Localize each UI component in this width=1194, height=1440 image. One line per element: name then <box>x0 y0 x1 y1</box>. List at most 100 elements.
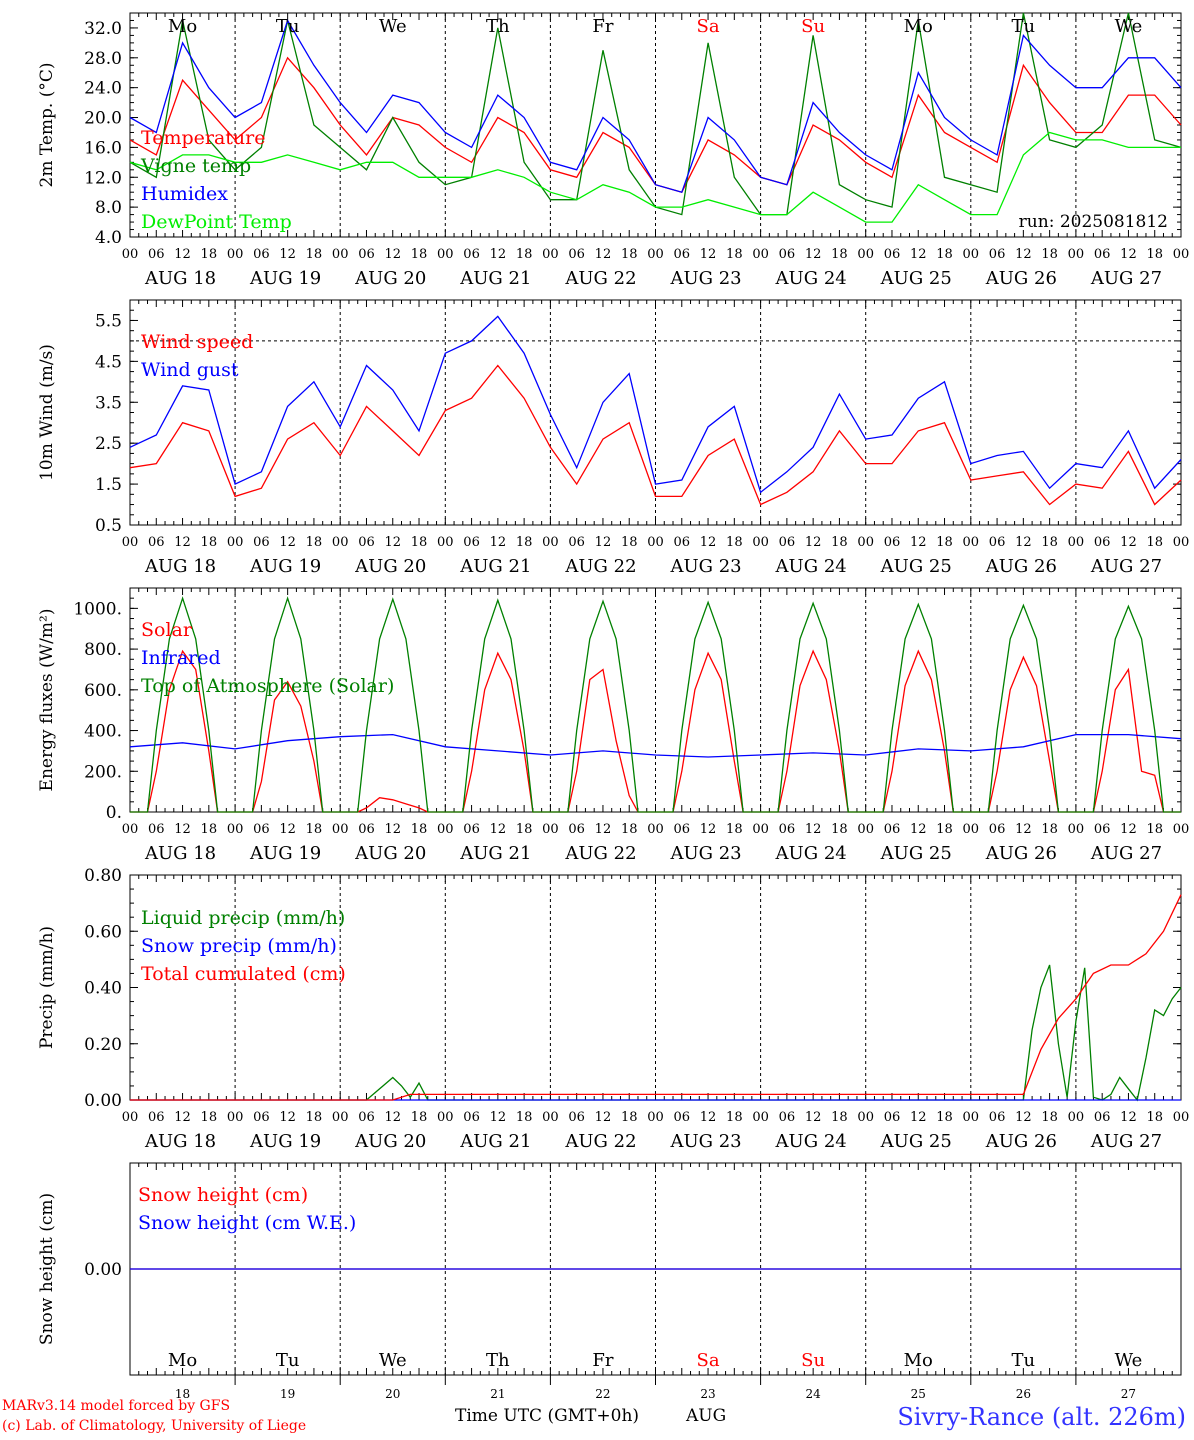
day-number: 20 <box>385 1387 400 1401</box>
day-number: 21 <box>490 1387 505 1401</box>
x-date-label: AUG 19 <box>249 268 321 289</box>
x-hour-label: 18 <box>516 1110 533 1125</box>
x-hour-label: 18 <box>831 822 848 837</box>
x-hour-label: 00 <box>647 247 664 262</box>
x-hour-label: 18 <box>411 535 428 550</box>
x-hour-label: 06 <box>1094 822 1111 837</box>
legend-entry: DewPoint Temp <box>141 211 292 233</box>
x-hour-label: 00 <box>542 1110 559 1125</box>
x-hour-label: 18 <box>1041 1110 1058 1125</box>
x-date-label: AUG 21 <box>459 1131 531 1152</box>
credit-line-1: MARv3.14 model forced by GFS <box>2 1398 231 1414</box>
day-label: We <box>1115 16 1143 37</box>
x-hour-label: 06 <box>674 535 691 550</box>
x-hour-label: 00 <box>227 1110 244 1125</box>
day-label: Tu <box>1012 1350 1036 1371</box>
x-hour-label: 06 <box>253 1110 270 1125</box>
x-hour-label: 00 <box>542 822 559 837</box>
x-date-label: AUG 22 <box>564 1131 636 1152</box>
x-date-label: AUG 22 <box>564 843 636 864</box>
x-hour-label: 00 <box>122 535 139 550</box>
x-hour-label: 00 <box>227 247 244 262</box>
x-date-label: AUG 20 <box>354 843 426 864</box>
x-date-label: AUG 24 <box>775 268 847 289</box>
y-tick-label: 4.0 <box>95 228 122 248</box>
day-number: 18 <box>175 1387 190 1401</box>
y-tick-label: 4.5 <box>95 352 122 372</box>
x-date-label: AUG 27 <box>1090 1131 1162 1152</box>
station-name: Sivry-Rance (alt. 226m) <box>897 1403 1186 1431</box>
x-hour-label: 12 <box>384 535 401 550</box>
y-tick-label: 0.00 <box>84 1091 122 1111</box>
x-hour-label: 12 <box>700 247 717 262</box>
x-hour-label: 18 <box>726 822 743 837</box>
y-tick-label: 200. <box>84 762 122 782</box>
x-date-label: AUG 18 <box>144 1131 216 1152</box>
x-hour-label: 12 <box>490 535 507 550</box>
x-hour-label: 06 <box>989 535 1006 550</box>
x-hour-label: 06 <box>779 822 796 837</box>
x-date-label: AUG 19 <box>249 1131 321 1152</box>
x-hour-label: 12 <box>490 247 507 262</box>
x-date-label: AUG 21 <box>459 268 531 289</box>
day-number: 26 <box>1016 1387 1031 1401</box>
legend-entry: Total cumulated (cm) <box>141 963 346 985</box>
x-hour-label: 18 <box>1041 247 1058 262</box>
legend-entry: Infrared <box>141 647 221 669</box>
x-hour-label: 12 <box>279 535 296 550</box>
y-tick-label: 1000. <box>73 599 122 619</box>
day-label: Su <box>801 16 825 37</box>
series-line-humidex <box>129 18 1182 193</box>
day-label: We <box>1115 1350 1143 1371</box>
x-hour-label: 12 <box>1015 247 1032 262</box>
y-tick-label: 400. <box>84 722 122 742</box>
x-hour-label: 12 <box>910 822 927 837</box>
day-label: Mo <box>168 16 197 37</box>
run-annotation: run: 2025081812 <box>1019 212 1168 232</box>
x-hour-label: 12 <box>595 822 612 837</box>
x-date-label: AUG 24 <box>775 843 847 864</box>
series-line-top-of-atmosphere-solar- <box>130 596 1181 813</box>
x-date-label: AUG 27 <box>1090 843 1162 864</box>
x-hour-label: 12 <box>595 535 612 550</box>
x-date-label: AUG 25 <box>880 843 952 864</box>
x-date-label: AUG 22 <box>564 556 636 577</box>
x-hour-label: 18 <box>1146 822 1163 837</box>
x-hour-label: 12 <box>279 1110 296 1125</box>
x-hour-label: 00 <box>1068 535 1085 550</box>
x-hour-label: 06 <box>884 247 901 262</box>
legend-entry: Top of Atmosphere (Solar) <box>141 675 394 697</box>
y-tick-label: 3.5 <box>95 393 122 413</box>
x-date-label: AUG 19 <box>249 556 321 577</box>
x-hour-label: 18 <box>936 1110 953 1125</box>
x-hour-label: 06 <box>568 247 585 262</box>
x-hour-label: 00 <box>752 535 769 550</box>
day-label: Fr <box>592 1350 613 1371</box>
day-label: Sa <box>697 1350 720 1371</box>
y-axis-label: Energy fluxes (W/m²) <box>37 609 57 792</box>
series-line-total-cumulated-cm- <box>130 894 1182 1101</box>
y-tick-label: 12.0 <box>84 168 122 188</box>
x-hour-label: 12 <box>805 247 822 262</box>
x-hour-label: 18 <box>516 535 533 550</box>
x-hour-label: 06 <box>989 1110 1006 1125</box>
day-number: 23 <box>700 1387 715 1401</box>
plot-frame <box>129 12 1182 238</box>
x-hour-label: 06 <box>253 535 270 550</box>
x-hour-label: 00 <box>122 1110 139 1125</box>
x-date-label: AUG 26 <box>985 843 1057 864</box>
x-hour-label: 06 <box>463 1110 480 1125</box>
x-hour-label: 12 <box>174 535 191 550</box>
x-hour-label: 18 <box>411 822 428 837</box>
x-hour-label: 18 <box>936 822 953 837</box>
x-hour-label: 00 <box>1068 247 1085 262</box>
x-hour-label: 00 <box>752 1110 769 1125</box>
x-hour-label: 18 <box>621 1110 638 1125</box>
x-hour-label: 18 <box>201 822 218 837</box>
legend-entry: Vigne temp <box>140 155 251 177</box>
x-hour-label: 00 <box>963 822 980 837</box>
x-hour-label: 18 <box>201 535 218 550</box>
x-hour-label: 06 <box>674 822 691 837</box>
x-hour-label: 06 <box>463 822 480 837</box>
